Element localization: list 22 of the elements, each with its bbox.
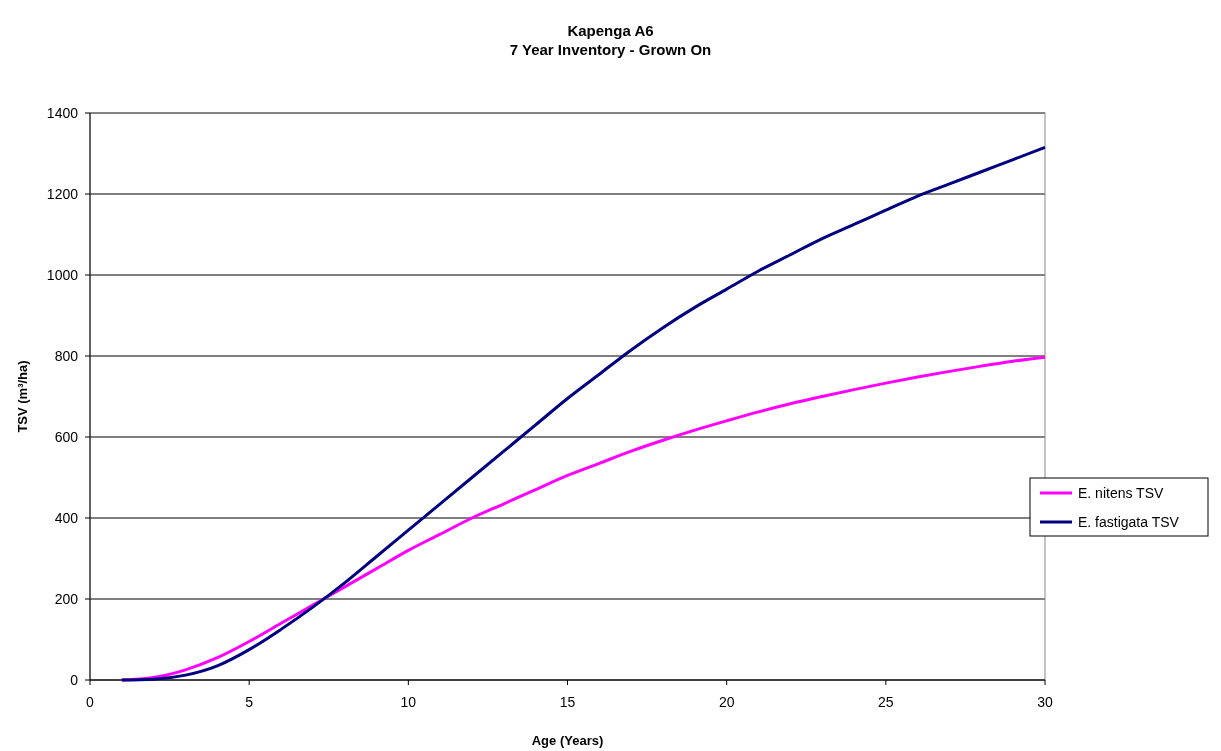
- y-axis-title: TSV (m³/ha): [15, 360, 30, 433]
- y-tick-label: 800: [54, 348, 79, 364]
- x-tick-label: 30: [1037, 694, 1053, 710]
- line-series: [120, 145, 1047, 682]
- legend-label: E. fastigata TSV: [1078, 514, 1180, 530]
- x-tick-label: 10: [400, 694, 417, 710]
- y-tick-label: 1400: [46, 105, 79, 121]
- x-tick-label: 25: [878, 694, 894, 710]
- y-tick-label: 0: [70, 672, 79, 688]
- y-tick-label: 600: [54, 429, 79, 445]
- y-tick-label: 200: [54, 591, 79, 607]
- x-axis-title: Age (Years): [531, 733, 604, 748]
- x-tick-label: 20: [718, 694, 735, 710]
- chart-title: Kapenga A6: [567, 22, 654, 39]
- y-tick-label: 1200: [46, 186, 79, 202]
- x-tick-label: 5: [245, 694, 254, 710]
- x-tick-label: 15: [559, 694, 576, 710]
- x-tick-label: 0: [86, 694, 95, 710]
- y-tick-label: 1000: [46, 267, 79, 283]
- chart-subtitle: 7 Year Inventory - Grown On: [509, 41, 712, 58]
- y-tick-label: 400: [54, 510, 79, 526]
- legend-label: E. nitens TSV: [1078, 485, 1164, 501]
